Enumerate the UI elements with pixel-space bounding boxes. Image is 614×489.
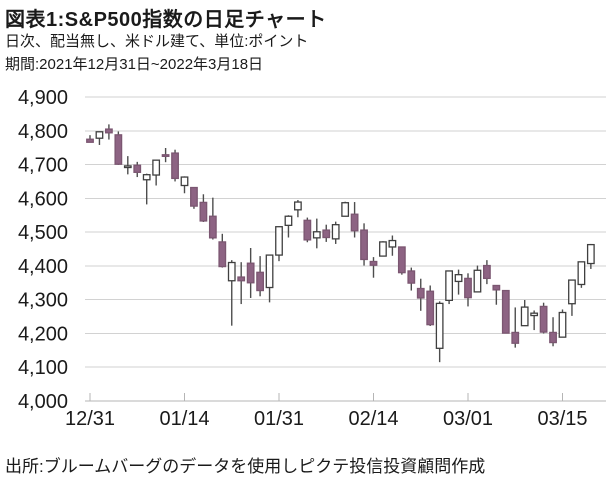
chart-period: 期間:2021年12月31日~2022年3月18日 xyxy=(5,56,264,73)
x-axis-tick-label: 02/14 xyxy=(348,408,398,430)
chart-subtitle: 日次、配当無し、米ドル建て、単位:ポイント xyxy=(5,33,309,50)
candle-down xyxy=(105,128,113,134)
candle-up xyxy=(142,174,151,181)
candle-up xyxy=(227,261,236,282)
candle-down xyxy=(218,241,227,268)
y-axis-tick-label: 4,300 xyxy=(18,290,68,312)
x-axis-tick-label: 01/31 xyxy=(254,408,304,430)
y-axis-tick-label: 4,500 xyxy=(18,222,68,244)
candle-down xyxy=(86,138,94,143)
candle-up xyxy=(473,269,482,293)
candle-down xyxy=(199,201,208,222)
y-axis-tick-label: 4,900 xyxy=(18,87,68,109)
x-axis-tick-label: 03/15 xyxy=(537,408,587,430)
candle-down xyxy=(256,271,265,292)
candle-down xyxy=(397,246,406,274)
candle-down xyxy=(539,305,548,333)
candle-down xyxy=(350,213,359,232)
candle-down xyxy=(133,164,142,173)
candle-up xyxy=(379,241,387,257)
candle-down xyxy=(322,229,331,239)
candle-up xyxy=(586,243,595,265)
y-axis-tick-label: 4,700 xyxy=(18,155,68,177)
candle-down xyxy=(190,186,198,207)
candle-up xyxy=(293,201,302,211)
y-axis-tick-label: 4,100 xyxy=(18,357,68,379)
candle-down xyxy=(360,229,368,261)
candle-down xyxy=(511,331,520,344)
candle-up xyxy=(435,302,444,349)
candle-up xyxy=(284,215,293,227)
page-title: 図表1:S&P500指数の日足チャート xyxy=(5,9,327,31)
source-note: 出所:ブルームバーグのデータを使用しピクテ投信投資顧問作成 xyxy=(5,457,486,476)
candle-up xyxy=(95,131,104,139)
y-axis-tick-label: 4,000 xyxy=(18,391,68,413)
candle-down xyxy=(161,154,170,158)
candle-down xyxy=(416,287,425,299)
candle-up xyxy=(123,165,132,169)
candle-up xyxy=(577,261,586,286)
x-axis-tick-label: 03/01 xyxy=(443,408,493,430)
candle-up xyxy=(265,254,274,289)
candle-down xyxy=(549,331,557,344)
candle-up xyxy=(445,270,454,301)
y-axis-tick-label: 4,600 xyxy=(18,188,68,210)
y-axis-tick-label: 4,400 xyxy=(18,256,68,278)
candle-up xyxy=(341,202,350,217)
candle-down xyxy=(237,276,246,282)
y-axis-tick-label: 4,800 xyxy=(18,121,68,143)
candle-down xyxy=(171,152,179,180)
candle-down xyxy=(482,264,491,280)
candle-down xyxy=(464,277,472,299)
candle-up xyxy=(530,312,539,317)
candle-down xyxy=(303,219,312,241)
candle-down xyxy=(492,284,501,291)
candle-down xyxy=(246,262,255,284)
candle-down xyxy=(208,215,217,239)
candle-up xyxy=(331,224,340,240)
candle-up xyxy=(454,274,463,283)
candle-up xyxy=(568,279,576,305)
x-axis-tick-label: 01/14 xyxy=(159,408,209,430)
candlestick-chart: 4,000 4,100 4,200 4,300 4,400 4,500 4,600 4,700… xyxy=(18,87,606,430)
candle-up xyxy=(180,176,189,187)
candle-up xyxy=(312,231,321,239)
candle-down xyxy=(369,260,378,266)
candle-up xyxy=(520,306,529,327)
candle-up xyxy=(275,226,283,256)
candle-up xyxy=(388,239,397,248)
candle-up xyxy=(152,159,161,176)
candle-up xyxy=(558,311,567,338)
candle-down xyxy=(407,270,416,284)
candle-down xyxy=(426,290,435,326)
candle-down xyxy=(501,289,510,334)
candle-down xyxy=(114,134,123,165)
y-axis-tick-label: 4,200 xyxy=(18,323,68,345)
x-axis-tick-label: 12/31 xyxy=(65,408,115,430)
